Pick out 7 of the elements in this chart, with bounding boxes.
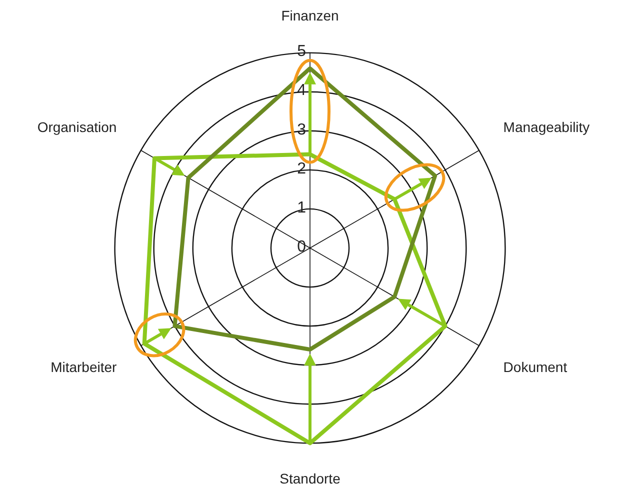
spoke-label: Dokument [503, 358, 568, 375]
spoke-label: Mitarbeiter [50, 358, 118, 375]
spoke-label: Finanzen [281, 7, 339, 24]
spoke-label: Standorte [280, 470, 341, 486]
y-tick-label: 0 [297, 238, 306, 256]
spoke-label: Organisation [37, 118, 117, 135]
spoke-label: Manageability [503, 118, 590, 135]
